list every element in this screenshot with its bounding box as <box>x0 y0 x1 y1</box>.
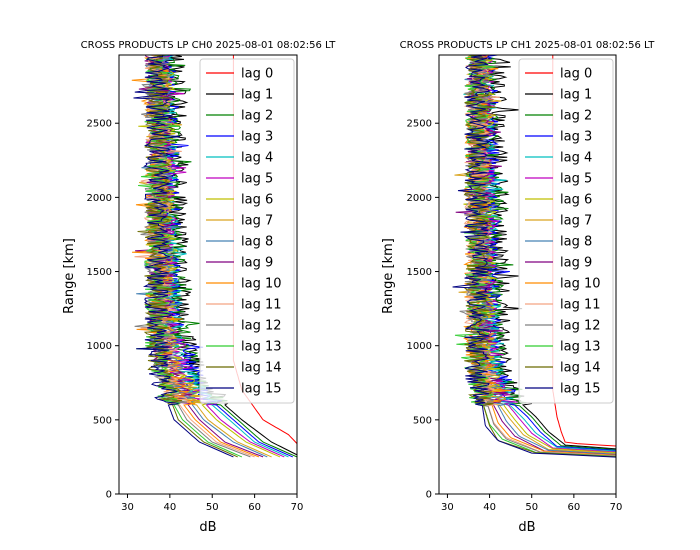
legend-label: lag 4 <box>241 151 273 166</box>
legend-label: lag 3 <box>241 130 273 145</box>
series-lines <box>452 55 616 458</box>
legend-label: lag 0 <box>560 67 592 82</box>
series-line-lag-15 <box>452 55 616 458</box>
x-tick-label: 40 <box>163 502 176 513</box>
x-tick-label: 50 <box>525 502 538 513</box>
x-tick-label: 60 <box>567 502 580 513</box>
chart-title: CROSS PRODUCTS LP CH0 2025-08-01 08:02:5… <box>81 40 337 51</box>
right-panel: CROSS PRODUCTS LP CH1 2025-08-01 08:02:5… <box>381 40 655 535</box>
x-tick-label: 60 <box>248 502 261 513</box>
x-tick-label: 70 <box>291 502 304 513</box>
y-tick-label: 0 <box>426 490 432 501</box>
legend-label: lag 6 <box>241 193 273 208</box>
legend-label: lag 2 <box>560 109 592 124</box>
legend-label: lag 5 <box>241 172 273 187</box>
y-tick-label: 1500 <box>87 267 112 278</box>
x-axis-label: dB <box>518 520 535 535</box>
series-line-lag-15 <box>133 55 234 458</box>
y-tick-label: 2500 <box>407 119 432 130</box>
legend-label: lag 8 <box>560 235 592 250</box>
y-tick-label: 2000 <box>87 193 112 204</box>
y-tick-label: 0 <box>106 490 112 501</box>
legend: lag 0 lag 1 lag 2 lag 3 lag 4 lag 5 lag 6 lag 7… <box>199 58 295 404</box>
legend-label: lag 7 <box>560 214 592 229</box>
x-axis-label: dB <box>199 520 216 535</box>
y-tick-label: 500 <box>93 415 112 426</box>
legend-label: lag 15 <box>241 382 282 397</box>
legend-label: lag 3 <box>560 130 592 145</box>
legend-label: lag 5 <box>560 172 592 187</box>
legend-label: lag 8 <box>241 235 273 250</box>
chart-title: CROSS PRODUCTS LP CH1 2025-08-01 08:02:5… <box>400 40 656 51</box>
x-tick-label: 50 <box>206 502 219 513</box>
left-panel: CROSS PRODUCTS LP CH0 2025-08-01 08:02:5… <box>62 40 336 535</box>
series-lines <box>131 55 297 458</box>
legend-label: lag 13 <box>241 340 282 355</box>
legend-label: lag 9 <box>241 256 273 271</box>
legend-label: lag 15 <box>560 382 601 397</box>
legend-label: lag 13 <box>560 340 601 355</box>
legend-label: lag 11 <box>560 298 601 313</box>
legend: lag 0 lag 1 lag 2 lag 3 lag 4 lag 5 lag 6 lag 7… <box>518 58 614 404</box>
legend-label: lag 10 <box>560 277 601 292</box>
y-axis-label: Range [km] <box>381 238 396 314</box>
legend-label: lag 1 <box>241 88 273 103</box>
legend-label: lag 2 <box>241 109 273 124</box>
x-tick-label: 70 <box>610 502 623 513</box>
series-line-lag-9 <box>455 55 616 456</box>
legend-box <box>518 58 614 404</box>
series-line-lag-14 <box>137 55 238 458</box>
y-tick-label: 1000 <box>87 341 112 352</box>
x-tick-label: 30 <box>121 502 134 513</box>
legend-label: lag 12 <box>241 319 282 334</box>
legend-label: lag 14 <box>560 361 601 376</box>
y-tick-label: 2000 <box>407 193 432 204</box>
y-tick-label: 500 <box>413 415 432 426</box>
legend-label: lag 11 <box>241 298 282 313</box>
legend-label: lag 4 <box>560 151 592 166</box>
legend-label: lag 9 <box>560 256 592 271</box>
legend-label: lag 1 <box>560 88 592 103</box>
legend-label: lag 6 <box>560 193 592 208</box>
legend-label: lag 10 <box>241 277 282 292</box>
legend-label: lag 12 <box>560 319 601 334</box>
legend-label: lag 14 <box>241 361 282 376</box>
x-tick-label: 40 <box>483 502 496 513</box>
y-axis-label: Range [km] <box>62 238 77 314</box>
y-tick-label: 2500 <box>87 119 112 130</box>
legend-label: lag 7 <box>241 214 273 229</box>
y-tick-label: 1500 <box>407 267 432 278</box>
x-tick-label: 30 <box>441 502 454 513</box>
y-tick-label: 1000 <box>407 341 432 352</box>
legend-box <box>199 58 295 404</box>
plot-frame <box>438 54 617 495</box>
legend-label: lag 0 <box>241 67 273 82</box>
plot-frame <box>118 54 298 495</box>
